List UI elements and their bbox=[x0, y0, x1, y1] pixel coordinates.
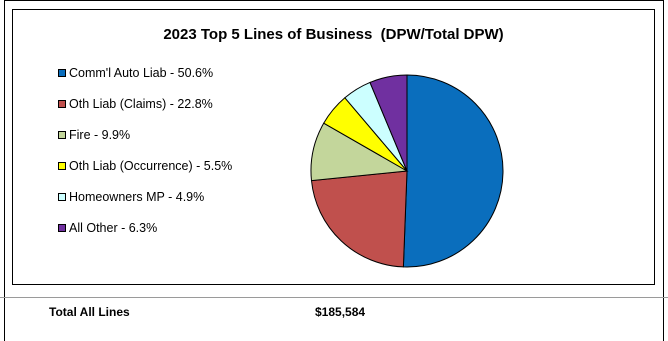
legend-swatch bbox=[58, 69, 66, 77]
legend-item: Oth Liab (Occurrence) - 5.5% bbox=[58, 159, 232, 173]
legend-label: All Other - 6.3% bbox=[69, 221, 158, 235]
legend-item: Comm'l Auto Liab - 50.6% bbox=[58, 66, 213, 80]
sheet-border-left bbox=[4, 0, 5, 341]
total-row: Total All Lines $185,584 bbox=[12, 300, 655, 324]
chart-area[interactable]: 2023 Top 5 Lines of Business (DPW/Total … bbox=[12, 9, 655, 285]
legend-item: Oth Liab (Claims) - 22.8% bbox=[58, 97, 213, 111]
total-label: Total All Lines bbox=[49, 305, 130, 319]
total-value: $185,584 bbox=[315, 305, 366, 319]
legend-item: All Other - 6.3% bbox=[58, 221, 157, 235]
legend-swatch bbox=[58, 100, 66, 108]
sheet-gridline bbox=[0, 297, 668, 298]
legend-item: Homeowners MP - 4.9% bbox=[58, 190, 204, 204]
chart-title: 2023 Top 5 Lines of Business (DPW/Total … bbox=[163, 26, 504, 43]
legend-label: Oth Liab (Claims) - 22.8% bbox=[69, 97, 213, 111]
legend-swatch bbox=[58, 193, 66, 201]
sheet-border-top bbox=[4, 0, 664, 1]
legend-label: Comm'l Auto Liab - 50.6% bbox=[69, 66, 214, 80]
legend-label: Homeowners MP - 4.9% bbox=[69, 190, 205, 204]
legend-label: Oth Liab (Occurrence) - 5.5% bbox=[69, 159, 233, 173]
legend-swatch bbox=[58, 162, 66, 170]
legend-swatch bbox=[58, 131, 66, 139]
legend-swatch bbox=[58, 224, 66, 232]
legend-label: Fire - 9.9% bbox=[69, 128, 131, 142]
legend-item: Fire - 9.9% bbox=[58, 128, 130, 142]
pie-slice bbox=[369, 74, 408, 172]
sheet-border-right bbox=[663, 0, 664, 341]
pie-slice bbox=[402, 74, 504, 268]
pie-chart bbox=[310, 74, 504, 268]
pie-slice bbox=[310, 170, 408, 268]
